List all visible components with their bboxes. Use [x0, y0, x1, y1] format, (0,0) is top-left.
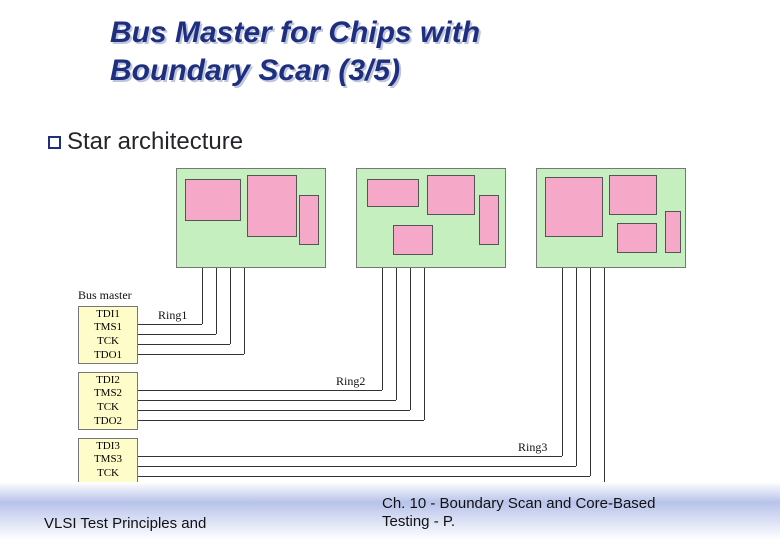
wire-h [138, 344, 230, 345]
wire-v [410, 268, 411, 410]
footer-right-line2: Testing - P. [382, 513, 656, 532]
bus-signal-label: TMS1 [79, 321, 137, 335]
wire-v [216, 268, 217, 334]
title-line1: Bus Master for Chips with [110, 14, 480, 52]
wire-v [590, 268, 591, 476]
wire-v [576, 268, 577, 466]
chip-1-2 [247, 175, 297, 237]
chip-2-3 [393, 225, 433, 255]
wire-h [138, 456, 562, 457]
bus-master-label: Bus master [78, 288, 132, 303]
chip-3-1 [545, 177, 603, 237]
bus-signal-label: TMS3 [79, 453, 137, 467]
wire-h [138, 410, 410, 411]
wire-h [138, 390, 382, 391]
star-architecture-diagram: Bus masterTDI1TMS1TCKTDO1TDI2TMS2TCKTDO2… [78, 168, 708, 478]
chip-1-3 [299, 195, 319, 245]
chip-3-3 [617, 223, 657, 253]
wire-v [382, 268, 383, 390]
board-2 [356, 168, 506, 268]
wire-v [202, 268, 203, 324]
bus-signal-label: TDO1 [79, 349, 137, 363]
chip-3-2 [609, 175, 657, 215]
title-line2: Boundary Scan (3/5) [110, 52, 480, 90]
footer-right-line1: Ch. 10 - Boundary Scan and Core-Based [382, 495, 656, 514]
wire-v [230, 268, 231, 344]
wire-h [138, 354, 244, 355]
ring-label-2: Ring2 [336, 374, 365, 389]
chip-1-1 [185, 179, 241, 221]
wire-v [396, 268, 397, 400]
bus-signal-label: TDO2 [79, 415, 137, 429]
wire-v [562, 268, 563, 456]
chip-2-1 [367, 179, 419, 207]
wire-v [244, 268, 245, 354]
bus-signal-label: TCK [79, 467, 137, 481]
footer-left-text: VLSI Test Principles and [44, 515, 206, 532]
bullet-text: Star architecture [67, 128, 243, 156]
chip-3-4 [665, 211, 681, 253]
wire-h [138, 324, 202, 325]
wire-h [138, 420, 424, 421]
wire-h [138, 334, 216, 335]
bus-master-block-1: TDI1TMS1TCKTDO1 [78, 306, 138, 364]
bullet-square-icon [48, 136, 61, 149]
bus-signal-label: TDI3 [79, 440, 137, 454]
slide-title: Bus Master for Chips with Boundary Scan … [110, 14, 480, 89]
wire-h [138, 400, 396, 401]
board-3 [536, 168, 686, 268]
ring-label-1: Ring1 [158, 308, 187, 323]
wire-h [138, 476, 590, 477]
board-1 [176, 168, 326, 268]
wire-v [424, 268, 425, 420]
footer-right-text: Ch. 10 - Boundary Scan and Core-Based Te… [382, 495, 656, 533]
footer-bar: VLSI Test Principles and Ch. 10 - Bounda… [0, 482, 780, 540]
bullet-row: Star architecture [48, 128, 243, 156]
bus-signal-label: TMS2 [79, 387, 137, 401]
wire-h [138, 466, 576, 467]
bus-signal-label: TDI1 [79, 308, 137, 322]
bus-signal-label: TDI2 [79, 374, 137, 388]
bus-signal-label: TCK [79, 335, 137, 349]
ring-label-3: Ring3 [518, 440, 547, 455]
bus-signal-label: TCK [79, 401, 137, 415]
chip-2-4 [479, 195, 499, 245]
chip-2-2 [427, 175, 475, 215]
wire-v [604, 268, 605, 486]
bus-master-block-2: TDI2TMS2TCKTDO2 [78, 372, 138, 430]
